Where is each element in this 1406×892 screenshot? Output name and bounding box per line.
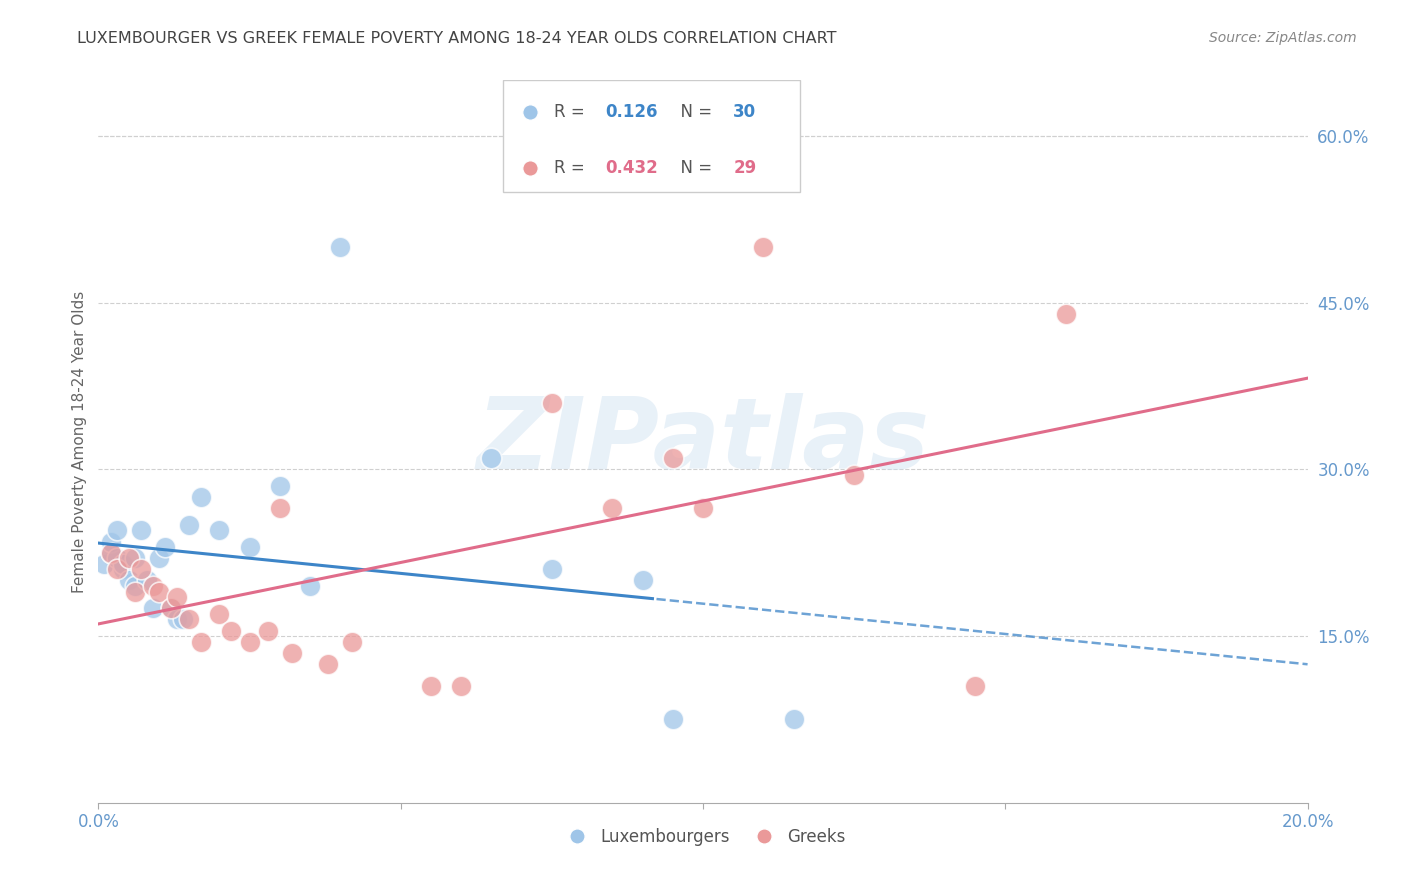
Point: [153, 540, 176, 554]
Point: [118, 574, 141, 588]
Point: [118, 551, 141, 566]
Point: [190, 634, 212, 648]
Point: [135, 574, 157, 588]
Point: [208, 607, 231, 621]
Point: [844, 467, 866, 482]
Point: [752, 240, 775, 254]
Point: [342, 634, 364, 648]
Point: [239, 634, 262, 648]
Point: [269, 501, 291, 516]
Point: [269, 479, 291, 493]
Point: [160, 601, 183, 615]
Point: [540, 395, 562, 409]
Y-axis label: Female Poverty Among 18-24 Year Olds: Female Poverty Among 18-24 Year Olds: [72, 291, 87, 592]
Point: [166, 590, 188, 604]
Point: [100, 534, 122, 549]
Text: N =: N =: [671, 159, 717, 177]
Text: N =: N =: [671, 103, 717, 120]
Point: [299, 579, 322, 593]
Point: [124, 579, 146, 593]
Point: [129, 562, 152, 576]
Bar: [503, 80, 800, 193]
Point: [179, 517, 201, 532]
Point: [111, 562, 134, 576]
Point: [105, 524, 128, 538]
Point: [179, 612, 201, 626]
Point: [602, 501, 624, 516]
Point: [190, 490, 212, 504]
Point: [129, 524, 152, 538]
Text: R =: R =: [554, 103, 591, 120]
Point: [105, 551, 128, 566]
Point: [281, 646, 304, 660]
Point: [148, 584, 170, 599]
Point: [661, 713, 683, 727]
Legend: Luxembourgers, Greeks: Luxembourgers, Greeks: [554, 821, 852, 852]
Point: [661, 451, 683, 466]
Text: ZIPatlas: ZIPatlas: [477, 393, 929, 490]
Point: [208, 524, 231, 538]
Point: [221, 624, 243, 638]
Point: [1054, 307, 1077, 321]
Point: [142, 579, 165, 593]
Text: 0.432: 0.432: [605, 159, 658, 177]
Point: [965, 679, 987, 693]
Point: [160, 601, 183, 615]
Point: [100, 546, 122, 560]
Point: [540, 562, 562, 576]
Text: 30: 30: [734, 103, 756, 120]
Point: [111, 557, 134, 571]
Point: [420, 679, 443, 693]
Point: [124, 551, 146, 566]
Point: [692, 501, 714, 516]
Point: [481, 451, 503, 466]
Point: [316, 657, 339, 671]
Point: [256, 624, 278, 638]
Point: [105, 562, 128, 576]
Point: [329, 240, 352, 254]
Text: LUXEMBOURGER VS GREEK FEMALE POVERTY AMONG 18-24 YEAR OLDS CORRELATION CHART: LUXEMBOURGER VS GREEK FEMALE POVERTY AMO…: [77, 31, 837, 46]
Point: [142, 601, 165, 615]
Point: [124, 584, 146, 599]
Text: 0.126: 0.126: [605, 103, 658, 120]
Point: [450, 679, 472, 693]
Point: [172, 612, 194, 626]
Text: 29: 29: [734, 159, 756, 177]
Point: [93, 557, 115, 571]
Text: Source: ZipAtlas.com: Source: ZipAtlas.com: [1209, 31, 1357, 45]
Point: [148, 551, 170, 566]
Point: [783, 713, 806, 727]
Point: [100, 546, 122, 560]
Point: [239, 540, 262, 554]
Point: [631, 574, 654, 588]
Point: [166, 612, 188, 626]
Text: R =: R =: [554, 159, 591, 177]
